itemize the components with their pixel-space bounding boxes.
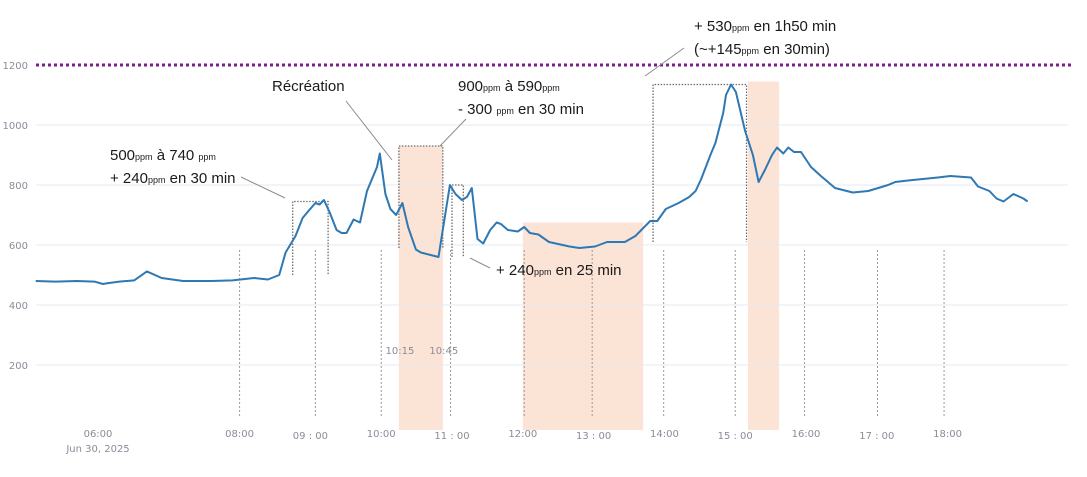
annotation-text: en 30 min	[165, 170, 236, 187]
interval-label-1045: 10:45	[429, 346, 458, 357]
leader-line-a5	[644, 47, 685, 77]
leader-line-a3	[439, 118, 467, 147]
annotation-plus-530-1h50: + 530ppm en 1h50 min (~+145ppm en 30min)	[694, 16, 836, 62]
x-tick-label-16:00: 16:00	[792, 429, 821, 440]
shaded-period-2	[522, 222, 644, 430]
leader-line-a4	[469, 257, 491, 269]
annotation-line: (~+145ppm en 30min)	[694, 39, 836, 62]
x-tick-label-06:00: 06:00	[84, 429, 113, 440]
annotation-leader-lines	[240, 47, 685, 269]
unit-ppm: ppm	[741, 46, 760, 56]
annotation-line: - 300 ppm en 30 min	[458, 99, 584, 122]
interval-labels: 10:15 10:45	[385, 346, 458, 357]
annotation-text: en 30 min	[513, 101, 584, 118]
annotation-text: (~+145	[694, 41, 742, 58]
x-tick-label-18:00: 18:00	[933, 429, 962, 440]
annotation-text: 500	[110, 147, 136, 164]
marker-box-3	[451, 184, 464, 257]
series-group	[35, 83, 1029, 285]
shaded-period-1	[398, 146, 443, 430]
y-tick-label-200: 200	[9, 361, 28, 372]
annotation-line: + 530ppm en 1h50 min	[694, 16, 836, 39]
annotation-text: + 240	[496, 262, 534, 279]
x-tick-label-10:00: 10:00	[367, 429, 396, 440]
x-tick-label-15:00: 15 : 00	[718, 431, 753, 442]
annotation-900-to-590: 900ppm à 590ppm - 300 ppm en 30 min	[458, 76, 584, 122]
x-tick-label-13:00: 13 : 00	[576, 431, 611, 442]
x-tick-label-09:00: 09 : 00	[293, 431, 328, 442]
y-tick-label-400: 400	[9, 301, 28, 312]
unit-ppm: ppm	[496, 106, 514, 116]
y-tick-label-800: 800	[9, 181, 28, 192]
annotation-text: 900	[458, 78, 484, 95]
y-gridlines	[36, 124, 1068, 366]
x-tick-label-17:00: 17 : 00	[859, 431, 894, 442]
unit-ppm: ppm	[147, 175, 166, 185]
annotation-line: Récréation	[272, 76, 345, 98]
series-line-1	[35, 83, 1029, 285]
unit-ppm: ppm	[135, 152, 153, 162]
leader-line-a1	[240, 176, 286, 199]
annotation-text: en 30min)	[759, 41, 830, 58]
annotation-text: Récréation	[272, 78, 345, 95]
annotation-text: en 25 min	[551, 262, 622, 279]
annotation-line: + 240ppm en 30 min	[110, 168, 236, 191]
x-axis-ticks: 06:00 Jun 30, 2025 08:00 09 : 00 10:00 11 : 0…	[65, 429, 962, 455]
annotation-500-to-740: 500ppm à 740 ppm + 240ppm en 30 min	[110, 145, 236, 191]
unit-ppm: ppm	[483, 83, 501, 93]
shaded-period-3	[747, 81, 780, 430]
y-tick-label-1200: 1200	[3, 61, 28, 72]
annotation-text: à 740	[152, 147, 199, 164]
annotation-text: + 530	[694, 18, 732, 35]
y-tick-label-1000: 1000	[3, 121, 28, 132]
y-tick-label-600: 600	[9, 241, 28, 252]
annotation-line: + 240ppm en 25 min	[496, 260, 622, 283]
unit-ppm: ppm	[542, 83, 560, 93]
annotation-text: à 590	[500, 78, 543, 95]
annotation-recreation: Récréation	[272, 76, 345, 98]
x-tick-label-14:00: 14:00	[650, 429, 679, 440]
annotation-plus-240-25min: + 240ppm en 25 min	[496, 260, 622, 283]
annotation-line: 900ppm à 590ppm	[458, 76, 584, 99]
marker-boxes	[292, 83, 748, 275]
leader-line-a2	[345, 100, 393, 161]
marker-box-4	[652, 83, 748, 242]
shaded-periods	[398, 81, 780, 430]
x-tick-label-11:00: 11 : 00	[434, 431, 469, 442]
interval-label-1015: 10:15	[385, 346, 414, 357]
annotation-line: 500ppm à 740 ppm	[110, 145, 236, 168]
unit-ppm: ppm	[533, 267, 552, 277]
annotation-text: + 240	[110, 170, 148, 187]
x-tick-label-12:00: 12:00	[508, 429, 537, 440]
marker-box-1	[292, 200, 329, 275]
unit-ppm: ppm	[198, 152, 216, 162]
marker-box-2	[398, 145, 444, 248]
annotation-text: en 1h50 min	[749, 18, 837, 35]
unit-ppm: ppm	[731, 23, 750, 33]
y-axis-ticks: 200 400 600 800 1000 1200	[3, 61, 28, 372]
annotation-text: - 300	[458, 101, 497, 118]
x-tick-label-08:00: 08:00	[225, 429, 254, 440]
x-axis-date-label: Jun 30, 2025	[65, 444, 129, 455]
